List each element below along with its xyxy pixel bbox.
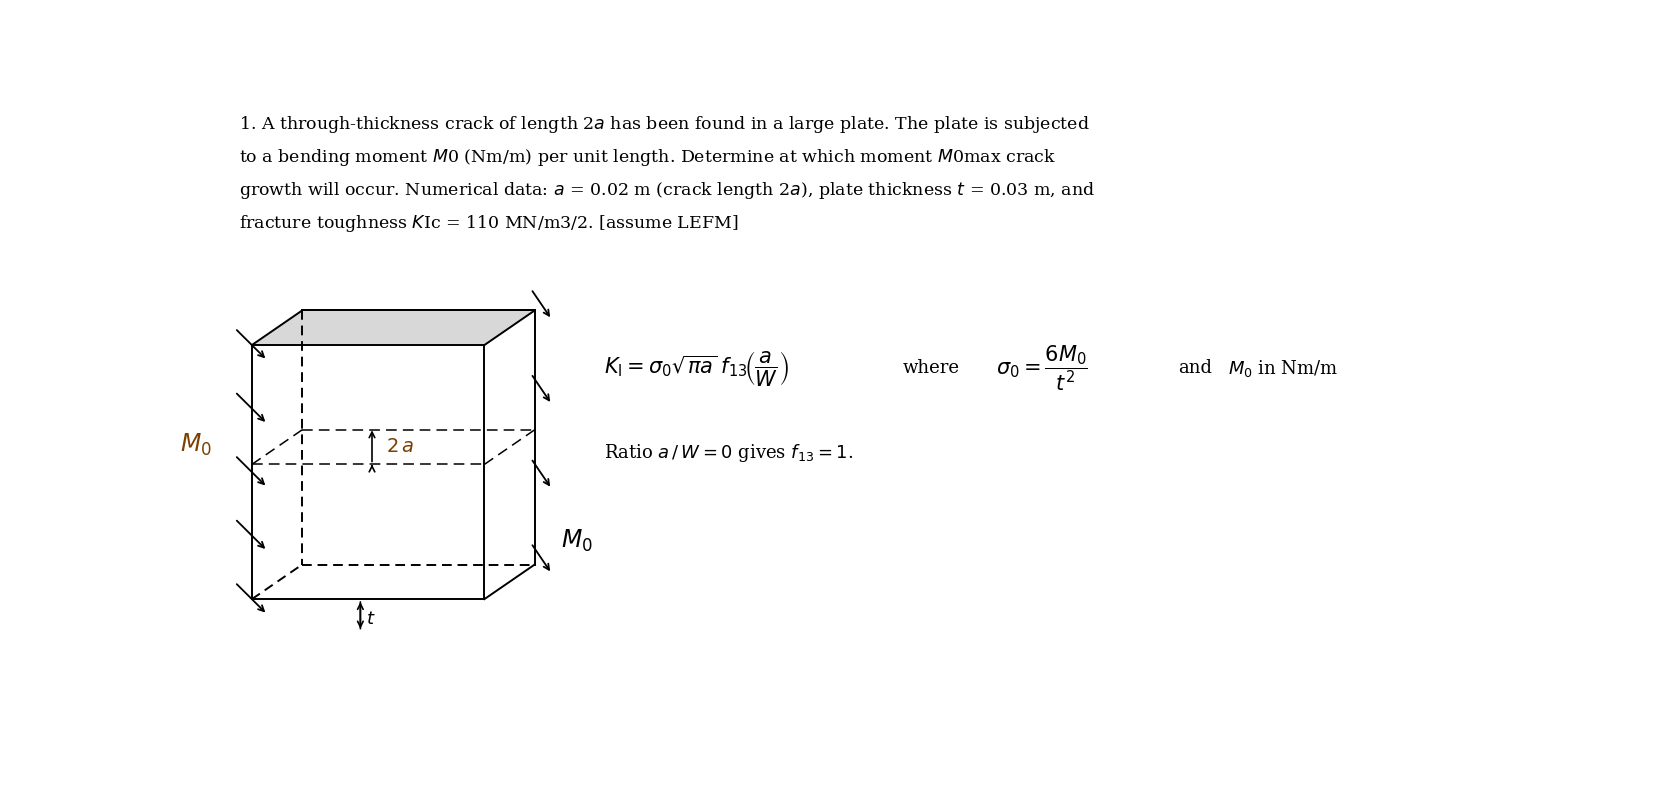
- Text: to a bending moment $M$0 (Nm/m) per unit length. Determine at which moment $M$0m: to a bending moment $M$0 (Nm/m) per unit…: [239, 147, 1056, 168]
- Text: growth will occur. Numerical data: $a$ = 0.02 m (crack length 2$a$), plate thick: growth will occur. Numerical data: $a$ =…: [239, 180, 1094, 201]
- Text: $\sigma_0 = \dfrac{6M_0}{t^2}$: $\sigma_0 = \dfrac{6M_0}{t^2}$: [995, 344, 1087, 393]
- Text: Ratio $a\,/\,W = 0$ gives $f_{13} = 1$.: Ratio $a\,/\,W = 0$ gives $f_{13} = 1$.: [604, 442, 853, 464]
- Text: where: where: [902, 359, 959, 377]
- Text: $M_0$: $M_0$: [560, 529, 592, 555]
- Text: 1. A through-thickness crack of length 2$a$ has been found in a large plate. The: 1. A through-thickness crack of length 2…: [239, 114, 1089, 135]
- Text: fracture toughness $K$Ic = 110 MN/m3/2. [assume LEFM]: fracture toughness $K$Ic = 110 MN/m3/2. …: [239, 213, 738, 235]
- Text: $M_0$ in Nm/m: $M_0$ in Nm/m: [1228, 358, 1338, 378]
- Text: and: and: [1178, 359, 1211, 377]
- Text: $M_0$: $M_0$: [181, 432, 212, 458]
- Text: $t$: $t$: [366, 610, 375, 628]
- Polygon shape: [251, 345, 483, 599]
- Text: $K_{\mathrm{I}} = \sigma_0\sqrt{\pi a}\; f_{13}\!\left(\dfrac{a}{W}\right)$: $K_{\mathrm{I}} = \sigma_0\sqrt{\pi a}\;…: [604, 348, 790, 388]
- Polygon shape: [251, 310, 534, 345]
- Text: $2\,a$: $2\,a$: [386, 438, 413, 457]
